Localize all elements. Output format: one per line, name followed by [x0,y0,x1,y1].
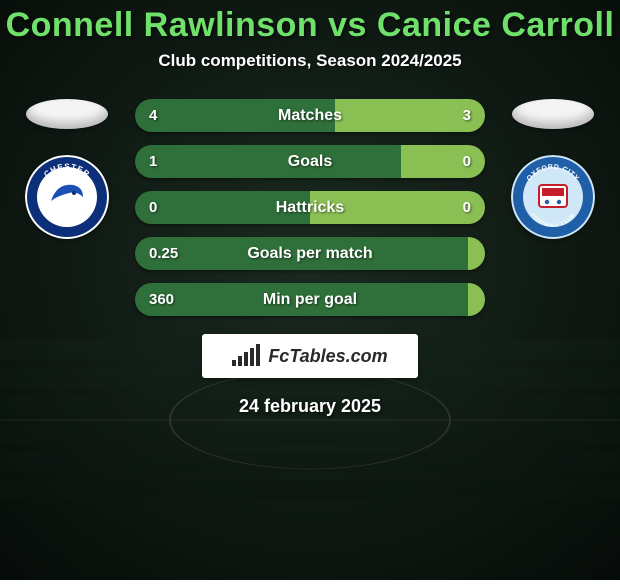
watermark-text: FcTables.com [268,346,387,367]
stat-bar: 1Goals0 [135,145,485,178]
stat-bar: 4Matches3 [135,99,485,132]
stat-bar: 0Hattricks0 [135,191,485,224]
main-row: CHESTER FOOTBALL CLUB 4Matches3 1Goals0 0H… [0,99,620,316]
bar-label: Min per goal [135,291,485,309]
content-root: Connell Rawlinson vs Canice Carroll Club… [0,0,620,580]
left-team-col: CHESTER FOOTBALL CLUB [17,99,117,239]
page-title: Connell Rawlinson vs Canice Carroll [6,6,615,45]
wm-bar [244,352,248,366]
stat-bar: 360Min per goal [135,283,485,316]
right-flag-oval [512,99,594,129]
stat-bars: 4Matches3 1Goals0 0Hattricks0 0.25Goals per… [135,99,485,316]
wm-bar [256,344,260,366]
subtitle: Club competitions, Season 2024/2025 [158,51,461,71]
right-crest: OXFORD CITY FOOTBALL CLUB [511,155,595,239]
watermark: FcTables.com [202,334,418,378]
bar-label: Hattricks [135,199,485,217]
left-flag-oval [26,99,108,129]
bar-label: Goals [135,153,485,171]
right-crest-svg: OXFORD CITY FOOTBALL CLUB [511,155,595,239]
left-crest: CHESTER FOOTBALL CLUB [25,155,109,239]
date-label: 24 february 2025 [239,396,381,417]
right-team-col: OXFORD CITY FOOTBALL CLUB [503,99,603,239]
left-crest-svg: CHESTER FOOTBALL CLUB [25,155,109,239]
bar-chart-icon [232,346,260,366]
bar-label: Goals per match [135,245,485,263]
wm-bar [238,356,242,366]
bar-label: Matches [135,107,485,125]
wm-bar [232,360,236,366]
wm-bar [250,348,254,366]
stat-bar: 0.25Goals per match [135,237,485,270]
